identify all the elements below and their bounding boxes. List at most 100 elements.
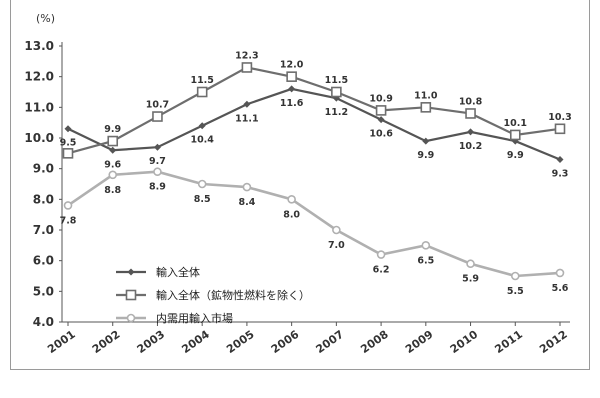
series-2-marker — [287, 195, 296, 204]
x-tick-label: 2003 — [135, 328, 168, 356]
series-2-marker — [63, 201, 73, 210]
data-label: 10.3 — [548, 112, 571, 123]
data-label: 11.5 — [190, 75, 213, 86]
series-2-marker — [421, 241, 431, 250]
series-0-marker — [422, 137, 430, 145]
data-label: 9.9 — [104, 124, 121, 135]
x-tick-label: 2005 — [224, 328, 257, 356]
data-label: 8.5 — [194, 194, 211, 205]
x-tick-label: 2008 — [358, 328, 391, 356]
series-2-marker — [153, 167, 162, 177]
y-tick-label: 4.0 — [33, 315, 54, 329]
y-tick-label: 7.0 — [33, 223, 54, 237]
y-tick-label: 13.0 — [24, 39, 54, 53]
data-label: 10.9 — [369, 93, 392, 104]
data-label: 5.6 — [552, 283, 569, 294]
data-label: 7.8 — [60, 215, 77, 226]
data-label: 11.2 — [325, 107, 348, 118]
x-tick-label: 2009 — [403, 328, 436, 356]
data-label: 5.9 — [462, 274, 479, 285]
series-2-marker — [332, 225, 341, 235]
data-label: 11.0 — [414, 90, 438, 101]
series-2-marker — [197, 179, 207, 189]
data-label: 6.2 — [373, 265, 390, 276]
series-1-marker — [554, 123, 566, 135]
data-label: 5.5 — [507, 286, 524, 297]
x-tick-label: 2011 — [492, 328, 525, 356]
series-line-1 — [67, 66, 561, 155]
y-tick-label: 8.0 — [33, 192, 54, 206]
series-1-marker — [420, 102, 432, 113]
data-label: 6.5 — [417, 255, 434, 266]
data-label: 11.1 — [235, 113, 258, 124]
series-0-marker — [467, 128, 475, 136]
data-label: 9.5 — [60, 137, 77, 148]
x-tick-label: 2004 — [179, 328, 212, 356]
series-0-marker — [556, 155, 564, 163]
y-tick-label: 6.0 — [33, 254, 54, 268]
y-tick-label: 10.0 — [24, 131, 54, 145]
data-label: 10.6 — [369, 129, 393, 140]
legend-label: 内需用輸入市場 — [156, 311, 233, 325]
series-0-marker — [64, 125, 72, 133]
series-2-marker — [466, 259, 475, 269]
x-tick-label: 2007 — [314, 328, 347, 356]
y-tick-label: 5.0 — [33, 284, 54, 298]
series-2-marker — [555, 268, 565, 278]
series-2-marker — [108, 170, 118, 180]
y-axis-unit-label: (%) — [36, 12, 55, 25]
x-tick-label: 2001 — [45, 328, 78, 356]
x-tick-label: 2002 — [90, 328, 123, 356]
series-line-0 — [67, 87, 561, 161]
series-1-marker — [286, 71, 297, 82]
data-label: 8.8 — [104, 185, 121, 196]
series-0-marker — [153, 143, 161, 151]
data-label: 10.4 — [190, 135, 214, 146]
series-0-marker — [109, 146, 117, 154]
data-label: 8.4 — [238, 197, 255, 208]
series-0-marker — [288, 85, 296, 93]
data-label: 8.9 — [149, 182, 166, 193]
x-tick-label: 2006 — [269, 328, 302, 356]
data-label: 12.0 — [280, 60, 304, 71]
legend-marker — [127, 268, 135, 276]
series-0-marker — [377, 116, 385, 124]
data-label: 10.8 — [459, 96, 483, 107]
data-label: 12.3 — [235, 50, 258, 61]
legend-label: 輸入全体 — [156, 265, 200, 279]
data-label: 10.2 — [459, 141, 482, 152]
x-tick-label: 2012 — [537, 328, 570, 356]
series-2-marker — [510, 271, 520, 281]
data-label: 9.7 — [149, 156, 166, 167]
data-label: 9.6 — [104, 159, 121, 170]
series-1-marker — [465, 108, 476, 119]
series-1-marker — [241, 62, 253, 73]
data-label: 9.3 — [552, 168, 569, 179]
legend-marker — [125, 289, 137, 301]
data-label: 11.5 — [325, 75, 348, 86]
data-label: 11.6 — [280, 98, 304, 109]
series-0-marker — [198, 122, 206, 130]
data-label: 7.0 — [328, 240, 345, 251]
series-1-marker — [331, 86, 342, 98]
legend-marker — [126, 313, 136, 323]
chart-frame — [10, 0, 590, 370]
data-label: 9.9 — [417, 150, 434, 161]
data-label: 10.1 — [504, 118, 527, 129]
data-label: 9.9 — [507, 150, 524, 161]
data-label: 10.7 — [146, 100, 169, 111]
x-tick-label: 2010 — [448, 328, 481, 356]
data-label: 8.0 — [283, 209, 300, 220]
series-1-marker — [196, 86, 208, 98]
series-line-2 — [67, 170, 561, 278]
series-1-marker — [152, 111, 163, 122]
series-1-marker — [107, 135, 119, 147]
y-tick-label: 9.0 — [33, 162, 54, 176]
series-2-marker — [376, 250, 386, 259]
series-2-marker — [242, 182, 252, 192]
y-tick-label: 11.0 — [24, 100, 54, 114]
series-0-marker — [243, 100, 251, 108]
legend-label: 輸入全体（鉱物性燃料を除く） — [156, 288, 310, 302]
series-1-marker — [62, 148, 74, 159]
